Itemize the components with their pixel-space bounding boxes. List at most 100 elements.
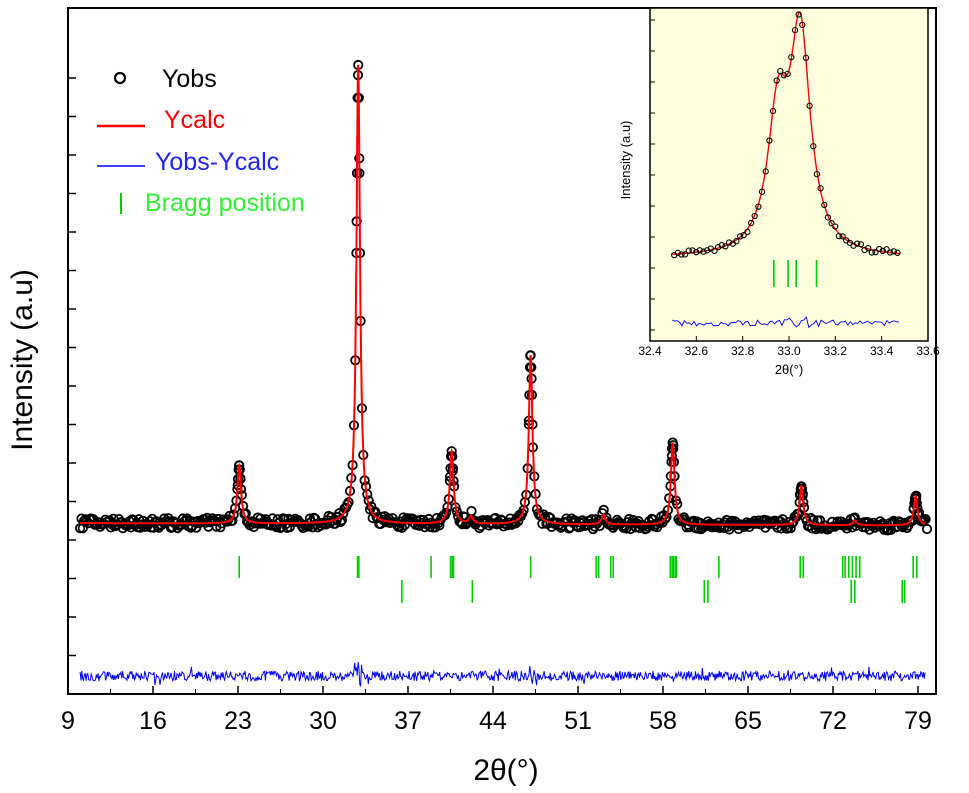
inset-observed-point <box>689 247 696 254</box>
inset-observed-point <box>700 248 707 255</box>
inset-observed-point <box>755 203 762 210</box>
inset-observed-point <box>725 239 733 246</box>
inset-plot: 32.4 32.6 32.8 33.0 33.2 33.4 33.6 2θ(°) Inten… <box>618 7 940 377</box>
inset-observed-point <box>762 168 769 175</box>
inset-observed-point <box>806 102 813 109</box>
legend-bragg-label: Bragg position <box>145 189 305 217</box>
inset-observed-point <box>674 249 682 256</box>
inset-observed-point <box>744 228 751 236</box>
inset-observed-point <box>740 231 747 239</box>
observed-point <box>338 508 349 519</box>
inset-observed-point <box>758 188 766 195</box>
x-tick-label: 37 <box>394 707 422 735</box>
y-axis-title: Intensity (a.u) <box>6 269 39 451</box>
x-tick-label: 44 <box>479 707 507 735</box>
inset-observed-point <box>718 242 725 249</box>
inset-x-tick-label: 32.6 <box>685 344 709 358</box>
inset-observed-point <box>835 232 843 240</box>
observed-point <box>451 506 462 517</box>
inset-observed-point <box>865 245 872 252</box>
legend-item-diff: Yobs-Ycalc <box>97 148 279 176</box>
observed-point <box>411 515 422 526</box>
inset-observed-point <box>736 233 744 240</box>
inset-observed-point <box>722 243 729 250</box>
inset-observed-point <box>777 67 784 75</box>
inset-difference-curve <box>671 316 900 329</box>
x-tick-label: 51 <box>564 707 592 735</box>
inset-observed-point <box>854 240 861 247</box>
y-axis-ticks <box>68 77 76 695</box>
inset-observed-point <box>821 201 828 209</box>
x-tick-label: 72 <box>819 707 847 735</box>
inset-x-axis-ticks: 32.4 32.6 32.8 33.0 33.2 33.4 33.6 <box>638 336 940 358</box>
inset-observed-point <box>824 214 832 221</box>
bragg-position-ticks <box>238 556 918 603</box>
inset-observed-point <box>828 220 835 227</box>
difference-curve <box>79 662 926 687</box>
x-tick-label: 23 <box>224 707 252 735</box>
legend-item-yobs: Yobs <box>113 65 217 93</box>
main-plot: 9 16 23 30 37 44 51 58 65 72 79 2θ(°) Intensity (a… <box>6 7 937 787</box>
legend-item-ycalc: Ycalc <box>97 106 225 134</box>
inset-observed-point <box>751 212 758 220</box>
inset-observed-point <box>711 247 718 255</box>
inset-observed-point <box>784 70 791 77</box>
inset-x-tick-label: 33.0 <box>777 344 801 358</box>
inset-observed-point <box>693 248 700 256</box>
inset-observed-point <box>682 251 689 258</box>
inset-observed-point <box>894 249 901 256</box>
inset-observed-point <box>773 77 780 84</box>
inset-observed-point <box>769 107 777 115</box>
x-tick-label: 30 <box>309 707 337 735</box>
inset-observed-point <box>839 233 846 240</box>
inset-x-tick-label: 32.4 <box>638 344 662 358</box>
inset-x-tick-label: 33.6 <box>916 344 940 358</box>
observed-point <box>164 516 175 527</box>
inset-x-tick-label: 32.8 <box>731 344 755 358</box>
inset-observed-point <box>817 185 824 192</box>
legend-yobs-marker <box>113 71 127 85</box>
inset-observed-point <box>788 54 795 61</box>
observed-point <box>921 523 933 535</box>
inset-observed-point <box>832 223 839 230</box>
inset-x-tick-label: 33.2 <box>824 344 848 358</box>
observed-point <box>228 509 239 520</box>
inset-observed-point <box>872 248 879 256</box>
inset-observed-point <box>747 219 755 227</box>
inset-observed-point <box>696 247 703 254</box>
inset-difference-line <box>671 316 900 329</box>
x-tick-label: 65 <box>734 707 762 735</box>
inset-observed-point <box>868 249 875 256</box>
inset-observed-point <box>685 247 692 254</box>
x-tick-label: 16 <box>139 707 167 735</box>
difference-line <box>79 662 926 687</box>
x-tick-label: 58 <box>649 707 677 735</box>
inset-observed-point <box>810 143 817 150</box>
observed-point <box>920 513 931 525</box>
inset-observed-point <box>883 246 890 253</box>
inset-x-axis-title: 2θ(°) <box>775 362 803 377</box>
x-tick-label: 9 <box>61 707 75 735</box>
inset-observed-point <box>879 247 886 255</box>
observed-point <box>452 511 464 522</box>
inset-bragg-position-ticks <box>773 260 818 287</box>
legend-diff-label: Yobs-Ycalc <box>155 148 279 176</box>
inset-observed-point <box>857 241 865 248</box>
legend: Yobs Ycalc Yobs-Ycalc Bragg position <box>97 65 305 217</box>
inset-observed-point <box>799 21 806 29</box>
inset-observed-point <box>780 72 788 79</box>
calculated-line <box>80 64 926 527</box>
inset-y-axis-title: Intensity (a.u) <box>618 121 633 200</box>
inset-observed-point <box>890 248 897 255</box>
observed-point <box>510 518 521 529</box>
inset-observed-point <box>703 247 711 254</box>
inset-frame <box>649 7 929 342</box>
inset-observed-point <box>791 26 799 34</box>
inset-observed-point <box>861 246 868 254</box>
inset-observed-point <box>766 137 773 144</box>
legend-ycalc-label: Ycalc <box>164 106 225 134</box>
inset-observed-point <box>678 251 685 258</box>
inset-observed-points <box>671 11 901 259</box>
inset-y-axis-ticks <box>650 19 655 331</box>
